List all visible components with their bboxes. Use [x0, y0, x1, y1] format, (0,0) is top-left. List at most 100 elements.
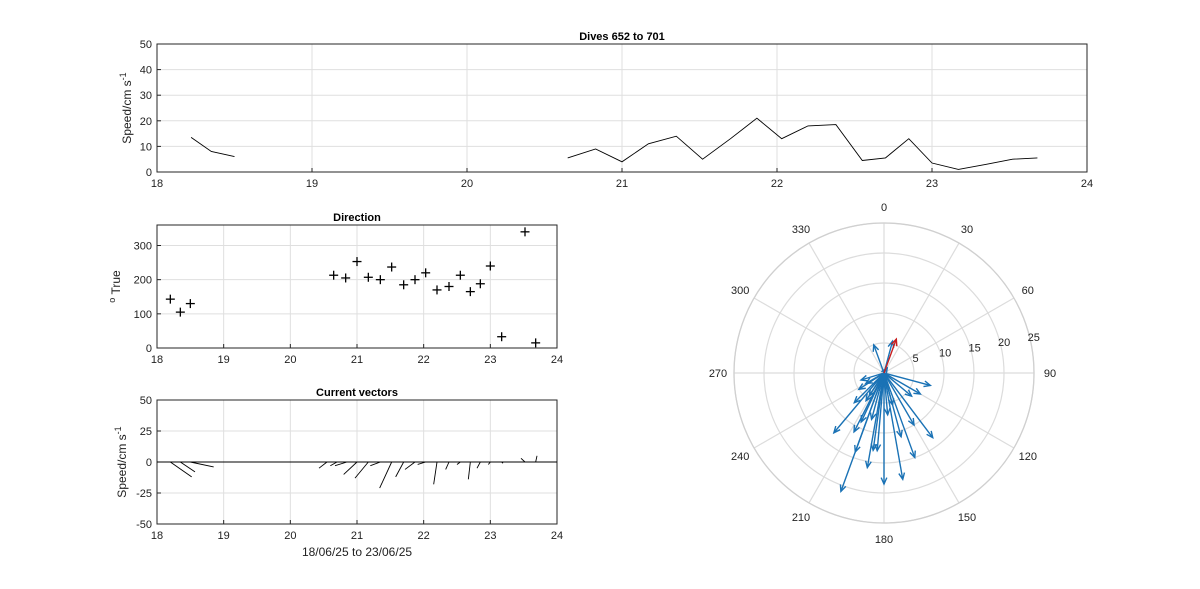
speed-series-line: [190, 137, 235, 158]
polar-compass-panel: 0 30 60 90 120 150 180 210 240 270 300 330 5 10 15 20 25: [709, 202, 1056, 546]
direction-point: [175, 307, 185, 317]
x-tick-label: 20: [284, 354, 296, 366]
current-vector-stick: [190, 461, 214, 468]
y-tick-label: -50: [136, 519, 152, 531]
arrow-head: [869, 412, 877, 422]
current-vector-stick: [180, 461, 196, 473]
arrow-shaft: [853, 372, 885, 404]
current-vector-arrow: [868, 372, 885, 398]
arrow-head: [890, 337, 898, 347]
direction-point: [387, 262, 397, 272]
x-tick-label: 18: [151, 530, 163, 542]
y-tick-label: 200: [134, 275, 152, 287]
arrow-shaft: [883, 372, 904, 480]
y-axis-label: o True: [107, 270, 123, 303]
direction-point: [432, 285, 442, 295]
arrow-shaft: [833, 372, 885, 434]
direction-point: [455, 270, 465, 280]
current-vector-arrow: [883, 372, 891, 417]
y-tick-label: 10: [140, 141, 152, 153]
x-tick-label: 21: [351, 354, 363, 366]
arrow-head: [872, 343, 880, 352]
current-vector-arrow: [859, 372, 885, 382]
x-axis-label: 18/06/25 to 23/06/25: [302, 545, 412, 559]
current-vector-arrow: [853, 372, 885, 404]
y-tick-label: 50: [140, 39, 152, 51]
current-vector-stick: [476, 461, 481, 469]
current-vector-stick: [318, 461, 328, 469]
arrow-head: [857, 383, 866, 391]
arrow-head: [907, 417, 915, 427]
axes-frame: [156, 43, 1088, 173]
outer-ring: [733, 222, 1035, 524]
speed-time-series-panel: 18 19 20 21 22 23 24 0 10 20 30 40 50 Dives 652 to 70…: [118, 31, 1093, 190]
angle-label: 240: [731, 451, 749, 463]
arrow-shaft: [883, 372, 934, 439]
y-tick-label: 25: [140, 426, 152, 438]
arrow-head: [864, 377, 873, 385]
arrow-head: [926, 430, 934, 440]
angle-label: 90: [1044, 368, 1056, 380]
direction-point: [375, 275, 385, 285]
current-vector-stick: [379, 461, 393, 489]
y-tick-label: 20: [140, 116, 152, 128]
arrow-head: [864, 460, 872, 470]
direction-point: [341, 273, 351, 283]
arrow-head: [880, 477, 888, 486]
angle-spoke: [883, 297, 1015, 374]
x-tick-label: 18: [151, 354, 163, 366]
speed-series-line: [567, 117, 1038, 170]
radial-label: 10: [939, 348, 951, 360]
angle-spoke: [753, 297, 885, 374]
y-tick-label: 30: [140, 90, 152, 102]
x-tick-label: 21: [616, 178, 628, 190]
current-vector-arrow: [883, 372, 916, 460]
x-tick-label: 19: [218, 530, 230, 542]
arrow-head: [898, 472, 906, 482]
ylabel-exponent: -1: [113, 426, 123, 434]
current-vectors-panel: 18 19 20 21 22 23 24 -50 -25 0 25 50 Current vectors…: [113, 387, 563, 559]
arrow-shaft: [883, 372, 931, 387]
ylabel-text: True: [109, 270, 123, 298]
current-vector-stick: [456, 461, 461, 465]
current-vector-stick: [334, 461, 348, 467]
direction-point: [475, 279, 485, 289]
y-tick-label: 40: [140, 65, 152, 77]
x-tick-label: 24: [551, 354, 563, 366]
x-tick-label: 19: [306, 178, 318, 190]
angle-label: 270: [709, 368, 727, 380]
current-vector-stick: [520, 457, 526, 463]
current-vector-arrow: [883, 372, 922, 395]
arrow-shaft: [883, 372, 921, 395]
arrow-shaft: [883, 372, 915, 426]
mean-vector-arrow: [883, 337, 898, 374]
angle-label: 150: [958, 512, 976, 524]
x-tick-label: 24: [1081, 178, 1093, 190]
current-vector-stick: [501, 461, 504, 464]
direction-point: [465, 287, 475, 297]
arrow-head: [859, 374, 869, 382]
arrow-head: [853, 395, 862, 404]
axes-frame: [156, 224, 558, 349]
direction-point: [444, 282, 454, 291]
arrow-head: [883, 407, 891, 417]
angle-label: 0: [881, 202, 887, 214]
radial-label: 5: [912, 353, 918, 365]
radial-label: 15: [969, 342, 981, 354]
current-vector-arrow: [883, 372, 915, 427]
direction-point: [421, 268, 431, 278]
arrow-shaft: [883, 372, 916, 458]
current-vector-arrow: [832, 372, 885, 435]
y-tick-label: 0: [146, 457, 152, 469]
x-tick-label: 20: [461, 178, 473, 190]
direction-point: [185, 299, 195, 309]
arrow-shaft: [868, 372, 885, 397]
direction-point: [410, 275, 420, 285]
x-tick-label: 22: [418, 530, 430, 542]
arrow-shaft: [883, 372, 889, 415]
arrow-shaft: [883, 372, 902, 437]
y-tick-label: 0: [146, 343, 152, 355]
y-tick-label: 300: [134, 241, 152, 253]
current-vector-stick: [487, 461, 491, 465]
y-tick-label: 100: [134, 309, 152, 321]
